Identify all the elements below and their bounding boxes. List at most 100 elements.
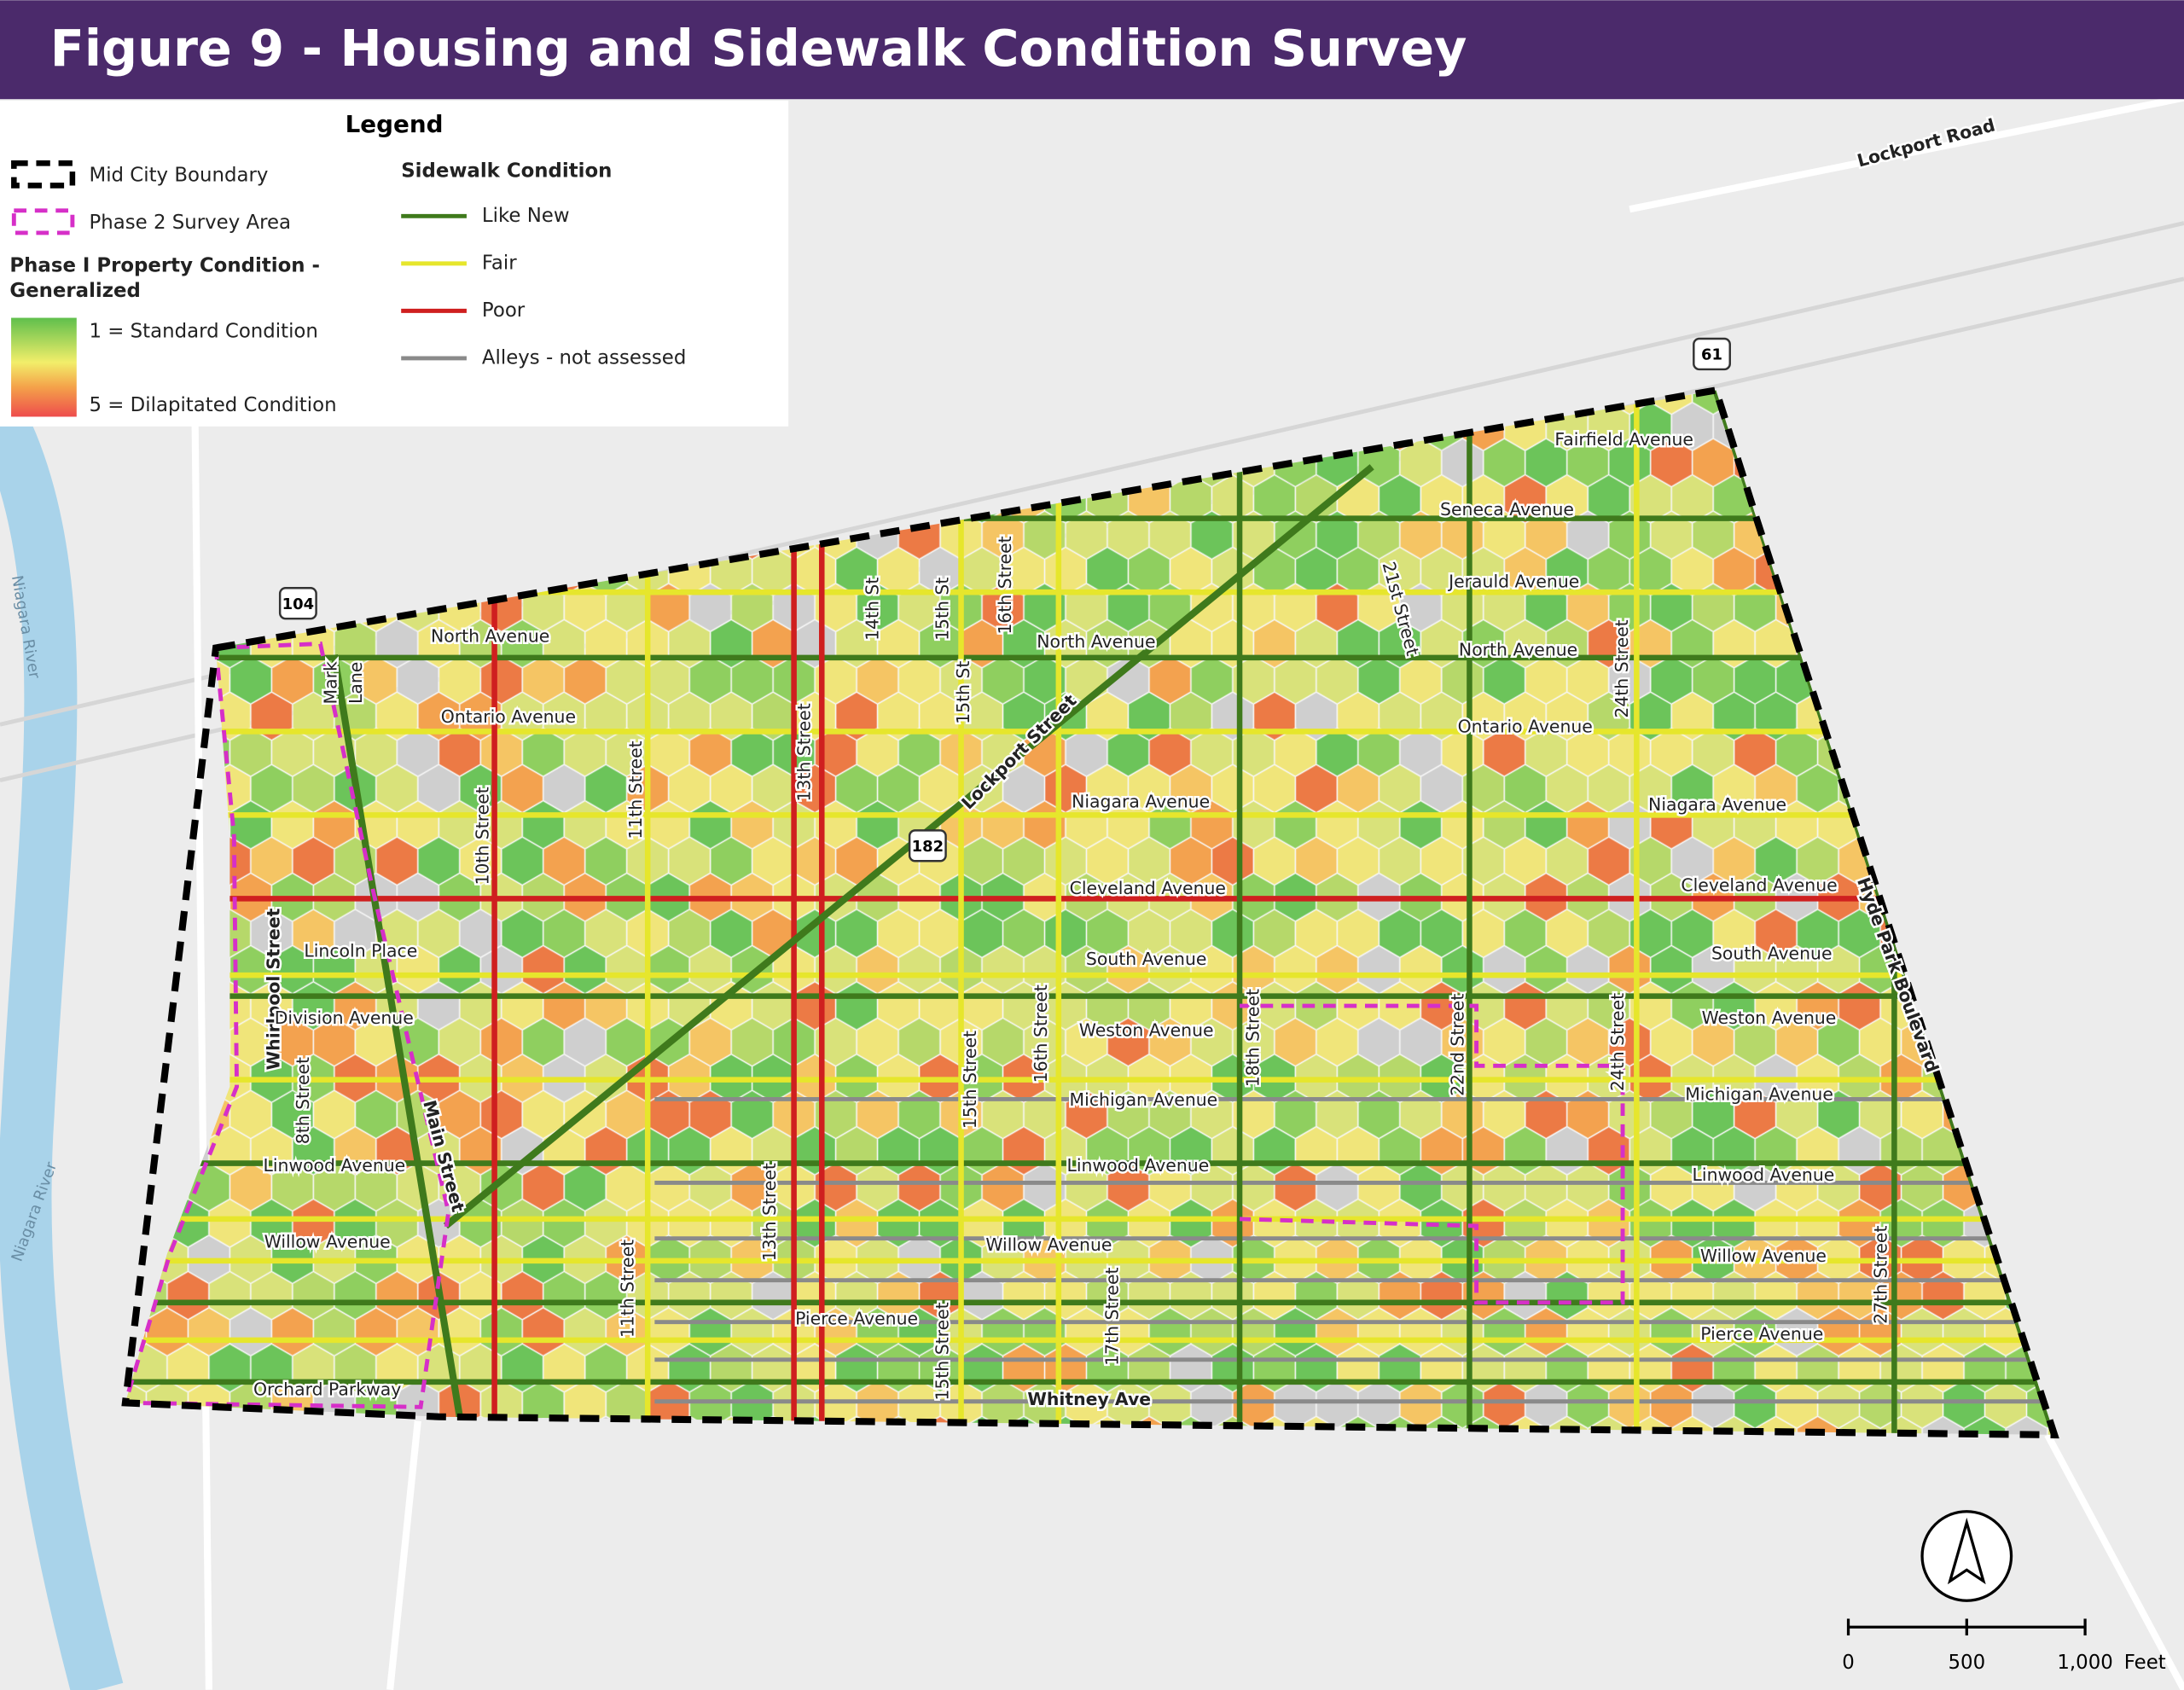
street-label: Willow Avenue (985, 1234, 1112, 1255)
hex-cell (1879, 1199, 1923, 1248)
street-label: Cleveland Avenue (1681, 875, 1837, 896)
hex-cell (313, 1017, 356, 1067)
hex-cell (1441, 655, 1484, 705)
hex-cell (1984, 1379, 2027, 1429)
hex-cell (188, 1307, 230, 1356)
hex-cell (1044, 909, 1087, 958)
hex-cell (250, 1199, 293, 1248)
hex-cell (1566, 438, 1610, 488)
hex-cell (1712, 836, 1756, 886)
hex-cell (835, 1199, 878, 1248)
hex-cell (501, 1199, 544, 1248)
hex-cell (1545, 836, 1589, 886)
hex-cell (981, 510, 1025, 560)
hex-cell (271, 728, 314, 777)
hex-cell (1461, 1199, 1505, 1248)
legend-subtitle: Generalized (9, 280, 140, 302)
hex-cell (229, 1017, 272, 1067)
hex-cell (313, 1307, 356, 1356)
hex-cell (1670, 402, 1714, 451)
street-label: Michigan Avenue (1070, 1089, 1218, 1110)
hex-cell (521, 1307, 565, 1356)
hex-cell (710, 1270, 752, 1321)
street-label: Linwood Avenue (1693, 1164, 1835, 1185)
hex-cell (334, 1199, 377, 1248)
hex-cell (1211, 836, 1254, 886)
hex-cell (1670, 474, 1714, 524)
hex-cell (1796, 1199, 1839, 1248)
hex-cell (1441, 1162, 1484, 1212)
legend-subtitle: Sidewalk Condition (401, 160, 612, 183)
street-label: Ontario Avenue (441, 706, 576, 727)
hex-cell (1337, 909, 1380, 958)
hex-cell (229, 1307, 272, 1356)
hex-cell (1211, 691, 1254, 741)
hex-cell (1566, 1379, 1610, 1429)
hex-cell (1483, 728, 1526, 777)
hex-cell (835, 909, 878, 958)
hex-cell (835, 1270, 878, 1321)
hex-cell (710, 836, 752, 886)
hex-cell (814, 655, 857, 705)
hex-cell (1692, 510, 1734, 560)
hex-cell (1295, 1270, 1338, 1321)
hex-cell (1170, 691, 1212, 741)
hex-cell (1670, 1199, 1714, 1248)
hex-cell (521, 1162, 565, 1212)
hex-cell (1420, 909, 1463, 958)
hex-cell (2005, 1415, 2048, 1435)
hex-cell (1065, 728, 1108, 777)
hex-cell (1086, 836, 1129, 886)
hex-cell (1316, 728, 1359, 777)
hex-cell (1901, 1162, 1943, 1212)
hex-cell (835, 836, 878, 886)
hex-cell (1441, 438, 1484, 488)
hex-cell (1107, 728, 1150, 777)
hex-cell (1274, 1162, 1317, 1212)
street-label: Pierce Avenue (795, 1308, 918, 1328)
hex-cell (1002, 836, 1045, 886)
hex-cell (1232, 510, 1275, 560)
street-label: Division Avenue (275, 1008, 414, 1028)
route-label: 182 (912, 838, 944, 856)
hex-cell (1734, 728, 1776, 777)
hex-cell (1670, 836, 1714, 886)
street-label: 16th Street (995, 536, 1015, 634)
hex-cell (668, 1270, 711, 1321)
hex-cell (1608, 510, 1652, 560)
hex-cell (1065, 1089, 1108, 1140)
hex-cell (730, 1162, 774, 1212)
hex-cell (1754, 1270, 1798, 1321)
hex-cell (563, 655, 607, 705)
hex-cell (1399, 655, 1443, 705)
hex-cell (1692, 1162, 1734, 1212)
hex-cell (521, 1017, 565, 1067)
hex-cell (1859, 1089, 1902, 1140)
route-label: 104 (282, 595, 314, 613)
hex-cell (438, 655, 481, 705)
hex-cell (1441, 728, 1484, 777)
hex-cell (250, 836, 293, 886)
hex-cell (438, 1089, 481, 1140)
street-label: 11th Street (617, 1240, 637, 1338)
hex-cell (1337, 836, 1380, 886)
hex-cell (1503, 909, 1547, 958)
legend-label: 5 = Dilapitated Condition (89, 394, 336, 416)
hex-cell (1670, 1415, 1714, 1435)
hex-cell (1629, 1199, 1672, 1248)
hex-cell (271, 1162, 314, 1212)
hex-cell (1566, 728, 1610, 777)
hex-cell (856, 583, 899, 632)
hex-cell (1211, 1270, 1254, 1321)
hex-cell (1608, 728, 1652, 777)
hex-cell (1566, 655, 1610, 705)
hex-cell (1357, 1089, 1401, 1140)
hex-cell (208, 1199, 252, 1248)
legend-label: Mid City Boundary (89, 165, 268, 187)
route-label: 61 (1701, 346, 1722, 364)
hex-cell (856, 1162, 899, 1212)
hex-cell (1483, 655, 1526, 705)
hex-cell (1232, 583, 1275, 632)
hex-cell (1775, 1162, 1818, 1212)
